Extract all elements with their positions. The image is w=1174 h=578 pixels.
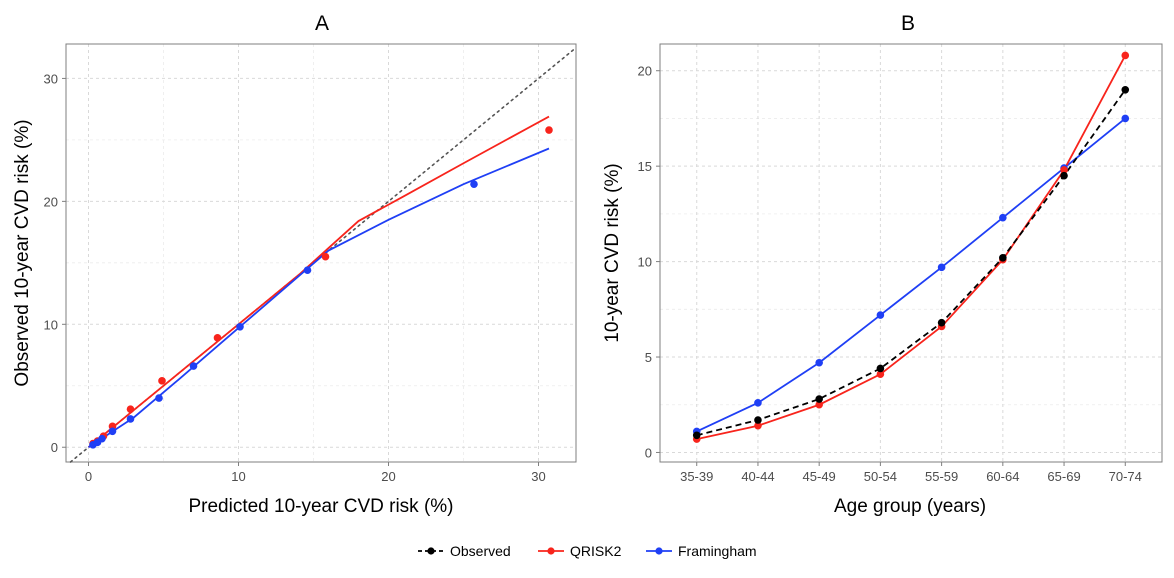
data-point-framingham [126,415,135,423]
data-point-framingham [937,263,946,272]
x-tick-label: 10 [231,469,245,484]
x-tick-label: 0 [85,469,92,484]
data-point-qrisk2 [126,405,135,413]
x-tick-label: 45-49 [803,469,836,484]
data-point-qrisk2 [754,421,762,430]
panel-b-x-axis-title: Age group (years) [834,496,986,517]
panel-a-title: A [315,12,329,35]
data-point-framingham [108,427,117,436]
y-tick-label: 0 [51,440,58,455]
data-point-qrisk2 [876,370,885,379]
x-tick-label: 70-74 [1109,469,1142,484]
data-point-qrisk2 [1121,51,1130,60]
y-tick-label: 0 [645,445,652,460]
x-tick-label: 35-39 [680,469,713,484]
panel-b-title: B [901,12,915,35]
legend: Observed QRISK2 Framingham [418,543,757,559]
panel-b: B 35-39 40-44 45-49 50-54 55-59 60-64 65-69 70-… [602,12,1163,517]
data-point-qrisk2 [545,126,553,134]
data-point-observed [999,253,1007,262]
y-tick-label: 20 [44,194,58,209]
y-tick-label: 10 [44,317,58,332]
x-tick-label: 20 [381,469,395,484]
y-tick-label: 5 [645,350,652,365]
data-point-framingham [754,399,762,407]
data-point-framingham [1121,114,1130,123]
data-point-framingham [155,394,163,402]
panel-b-y-axis-title: 10-year CVD risk (%) [602,163,623,342]
data-point-observed [815,395,823,403]
fit-line-qrisk2 [87,115,550,448]
legend-item-framingham: Framingham [646,543,757,559]
y-tick-label: 10 [638,255,652,270]
data-point-observed [1060,171,1068,180]
data-point-framingham [815,358,823,367]
series-line-qrisk2 [696,55,1127,440]
legend-key-dot [427,547,435,555]
data-point-qrisk2 [1060,166,1068,174]
panel-a-x-axis-title: Predicted 10-year CVD risk (%) [188,496,453,517]
series-line-framingham [696,117,1126,433]
series-line-observed [696,89,1127,437]
data-point-observed [692,431,701,440]
x-tick-label: 60-64 [986,469,1019,484]
data-point-framingham [98,434,106,443]
legend-label-qrisk2: QRISK2 [570,543,622,559]
legend-label-framingham: Framingham [678,543,757,559]
x-tick-label: 50-54 [864,469,897,484]
legend-key-dot [655,547,663,555]
panel-a-frame [65,43,577,463]
data-point-observed [1121,86,1130,94]
legend-label-observed: Observed [450,543,511,559]
legend-key-dot [547,547,555,555]
x-tick-label: 65-69 [1047,469,1080,484]
panel-a-y-axis-title: Observed 10-year CVD risk (%) [12,119,33,386]
data-point-observed [937,318,946,327]
data-point-framingham [470,180,478,188]
data-point-qrisk2 [815,400,823,409]
y-tick-label: 20 [638,64,652,79]
data-point-framingham [236,322,244,331]
fit-line-framingham [88,147,550,448]
y-tick-label: 30 [44,71,58,86]
y-tick-label: 15 [638,159,652,174]
panel-b-frame [659,43,1163,463]
data-point-qrisk2 [321,252,330,261]
legend-item-observed: Observed [418,543,511,559]
x-tick-label: 30 [531,469,545,484]
panel-a: A 0 10 20 30 0 10 20 30 Predicted 10-year CVD r… [12,12,577,517]
data-point-framingham [189,362,198,370]
data-point-framingham [999,213,1007,222]
data-point-framingham [303,266,312,275]
x-tick-label: 55-59 [925,469,958,484]
legend-item-qrisk2: QRISK2 [538,543,622,559]
data-point-qrisk2 [213,334,222,342]
data-point-observed [876,364,885,373]
data-point-qrisk2 [158,377,166,385]
data-point-observed [754,416,762,424]
data-point-framingham [876,311,885,319]
x-tick-label: 40-44 [741,469,774,484]
